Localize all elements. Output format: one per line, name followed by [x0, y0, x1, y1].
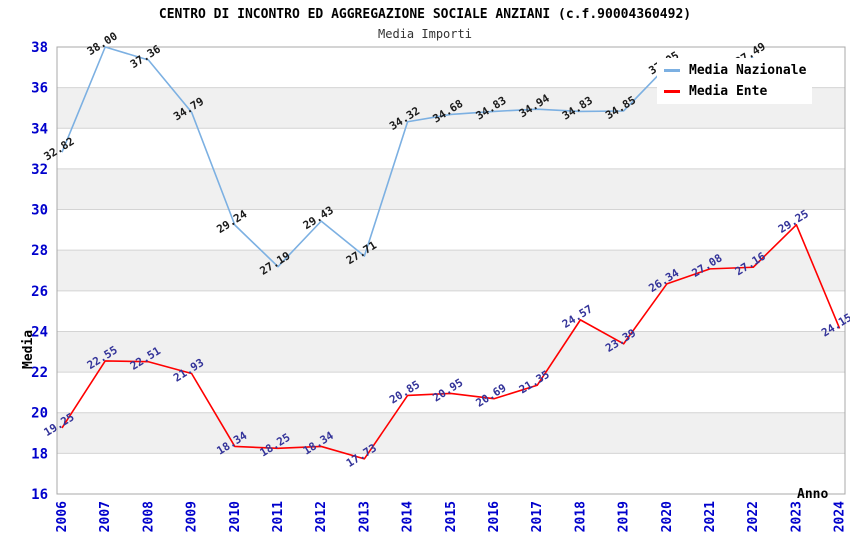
x-axis-title: Anno [797, 487, 829, 502]
svg-text:2009: 2009 [185, 501, 200, 532]
svg-text:28: 28 [31, 243, 48, 259]
legend: Media Nazionale Media Ente [657, 58, 812, 104]
svg-text:24: 24 [31, 324, 48, 340]
svg-text:2007: 2007 [98, 501, 113, 532]
svg-text:29.25: 29.25 [776, 207, 811, 236]
svg-text:20.95: 20.95 [430, 376, 465, 405]
svg-text:30: 30 [31, 203, 48, 219]
svg-text:29.24: 29.24 [214, 207, 249, 236]
y-axis-tick-labels: 16 18 20 22 24 26 28 30 32 34 36 38 [31, 40, 48, 503]
chart-subtitle: Media Importi [378, 27, 472, 41]
legend-item-media-nazionale: Media Nazionale [657, 63, 812, 78]
media-ente-line-swatch-icon [664, 90, 680, 93]
svg-text:36: 36 [31, 81, 48, 97]
svg-text:38: 38 [31, 40, 48, 56]
svg-text:34: 34 [31, 121, 48, 137]
svg-text:2022: 2022 [746, 501, 761, 532]
legend-label: Media Nazionale [689, 63, 807, 78]
svg-text:32: 32 [31, 162, 48, 178]
legend-item-media-ente: Media Ente [657, 84, 812, 99]
svg-text:20.69: 20.69 [474, 381, 509, 410]
svg-text:2010: 2010 [228, 501, 243, 532]
plot-background-bands [57, 87, 845, 454]
svg-text:2019: 2019 [617, 501, 632, 532]
svg-text:2011: 2011 [271, 501, 286, 532]
svg-text:20.85: 20.85 [387, 378, 422, 407]
svg-text:2015: 2015 [444, 501, 459, 532]
x-axis-tick-labels: 2006 2007 2008 2009 2010 2011 2012 2013 2014 2015… [55, 501, 848, 532]
svg-text:2008: 2008 [141, 501, 156, 532]
svg-text:2021: 2021 [703, 501, 718, 532]
svg-text:2006: 2006 [55, 501, 70, 532]
svg-text:22: 22 [31, 365, 48, 381]
y-axis-title: Media [21, 329, 36, 369]
svg-text:2012: 2012 [314, 501, 329, 532]
svg-text:2023: 2023 [789, 501, 804, 532]
svg-text:2018: 2018 [573, 501, 588, 532]
legend-label: Media Ente [689, 84, 768, 99]
svg-text:2020: 2020 [660, 501, 675, 532]
plot-border [56, 46, 846, 495]
media-nazionale-line-swatch-icon [664, 69, 680, 72]
svg-text:26: 26 [31, 284, 48, 300]
svg-text:2016: 2016 [487, 501, 502, 532]
svg-text:2024: 2024 [833, 501, 848, 532]
chart-title: CENTRO DI INCONTRO ED AGGREGAZIONE SOCIA… [158, 7, 692, 22]
svg-text:16: 16 [31, 487, 48, 503]
svg-text:20: 20 [31, 406, 48, 422]
series-line-media-ente [61, 223, 841, 460]
svg-text:2013: 2013 [357, 501, 372, 532]
svg-text:2014: 2014 [401, 501, 416, 532]
svg-text:32.82: 32.82 [42, 135, 77, 164]
svg-text:2017: 2017 [530, 501, 545, 532]
series-line-media-nazionale [61, 46, 754, 268]
svg-text:18: 18 [31, 446, 48, 462]
svg-text:24.57: 24.57 [560, 302, 595, 331]
